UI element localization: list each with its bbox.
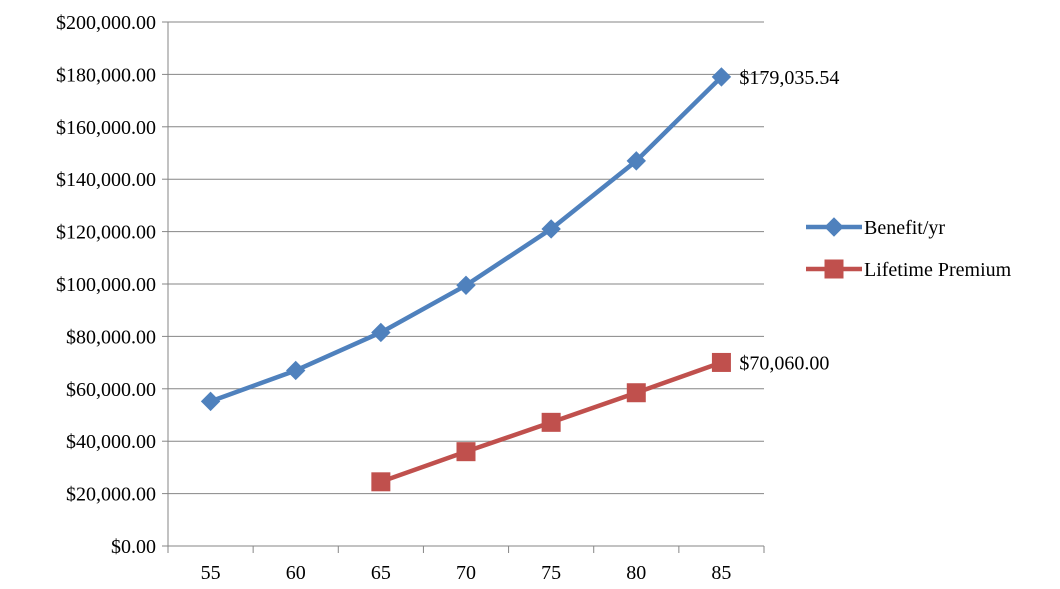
series-lifetime-premium — [371, 352, 731, 492]
x-tick-label: 85 — [711, 562, 731, 584]
x-tick-label: 65 — [371, 562, 391, 584]
series-line — [208, 74, 724, 404]
y-tick-label: $0.00 — [111, 536, 156, 558]
y-tick-label: $20,000.00 — [66, 484, 156, 506]
data-point-square — [371, 472, 391, 492]
data-labels: $179,035.54 $70,060.00 — [739, 67, 839, 375]
series-benefit-yr — [200, 67, 732, 412]
x-tick-label: 55 — [201, 562, 221, 584]
x-tick-label: 70 — [456, 562, 476, 584]
legend-label: Benefit/yr — [864, 217, 945, 239]
y-tick-label: $80,000.00 — [66, 326, 156, 348]
gridlines — [168, 21, 764, 495]
y-tick-label: $60,000.00 — [66, 379, 156, 401]
data-point-diamond — [456, 275, 476, 296]
y-tick-label: $200,000.00 — [56, 12, 156, 34]
y-tick-label: $160,000.00 — [56, 117, 156, 139]
data-point-diamond — [626, 151, 646, 171]
legend: Benefit/yr Lifetime Premium — [806, 217, 1012, 281]
data-point-diamond — [711, 67, 732, 87]
x-tick-label: 60 — [286, 562, 306, 584]
data-point-square — [626, 383, 646, 403]
legend-diamond-marker — [824, 217, 844, 237]
x-tick-label: 75 — [541, 562, 561, 584]
y-tick-label: $120,000.00 — [56, 222, 156, 244]
data-point-square — [541, 412, 561, 432]
series-layer — [200, 67, 732, 492]
axes: $0.00 $20,000.00 $40,000.00 $60,000.00 $80,0… — [56, 12, 765, 584]
data-point-diamond — [286, 360, 306, 381]
y-tick-label: $100,000.00 — [56, 274, 156, 296]
legend-item: Benefit/yr — [806, 217, 945, 239]
y-tick-label: $140,000.00 — [56, 169, 156, 191]
y-tick-label: $180,000.00 — [56, 64, 156, 86]
data-point-diamond — [200, 391, 221, 412]
data-label: $70,060.00 — [739, 352, 829, 374]
legend-square-marker — [824, 259, 844, 279]
legend-item: Lifetime Premium — [806, 259, 1012, 281]
data-point-square — [711, 352, 731, 372]
data-point-diamond — [371, 322, 391, 343]
x-tick-label: 80 — [626, 562, 646, 584]
data-point-square — [456, 442, 476, 462]
data-point-diamond — [541, 219, 561, 239]
y-tick-label: $40,000.00 — [66, 431, 156, 453]
legend-label: Lifetime Premium — [864, 259, 1012, 281]
data-label: $179,035.54 — [739, 67, 839, 89]
